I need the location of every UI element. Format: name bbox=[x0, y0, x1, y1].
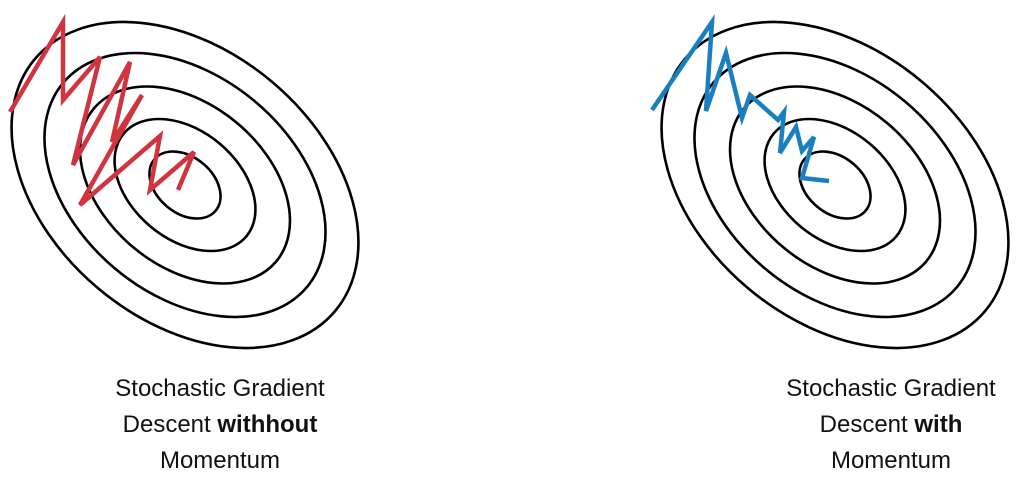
sgd-path-without-momentum bbox=[8, 13, 197, 207]
caption-line-2: Descent with bbox=[731, 407, 1024, 443]
contour-ring-1 bbox=[10, 20, 360, 350]
sgd-path-with-momentum bbox=[650, 13, 830, 184]
contour-ring-1 bbox=[660, 20, 1010, 350]
caption-with-momentum: Stochastic Gradient Descent with Momentu… bbox=[731, 371, 1024, 479]
caption-line-3: Momentum bbox=[830, 447, 952, 474]
caption-without-momentum: Stochastic Gradient Descent withhout Mom… bbox=[60, 371, 380, 479]
caption-emphasis: withhout bbox=[217, 411, 318, 438]
caption-line-3: Momentum bbox=[159, 447, 281, 474]
contour-ring-4 bbox=[763, 117, 907, 253]
caption-line-1: Stochastic Gradient bbox=[115, 375, 325, 402]
contour-ring-5 bbox=[798, 150, 872, 220]
contour-ring-2 bbox=[43, 51, 327, 319]
contour-rings-with-momentum bbox=[660, 20, 1010, 350]
caption-line-2-prefix: Descent bbox=[819, 411, 915, 438]
caption-line-1: Stochastic Gradient bbox=[786, 375, 996, 402]
caption-line-2: Descent withhout bbox=[60, 407, 380, 443]
contour-ring-4 bbox=[113, 117, 257, 253]
caption-line-2-prefix: Descent bbox=[122, 411, 218, 438]
contour-ring-2 bbox=[693, 51, 977, 319]
caption-emphasis: with bbox=[914, 411, 963, 438]
contour-ring-3 bbox=[78, 85, 292, 285]
